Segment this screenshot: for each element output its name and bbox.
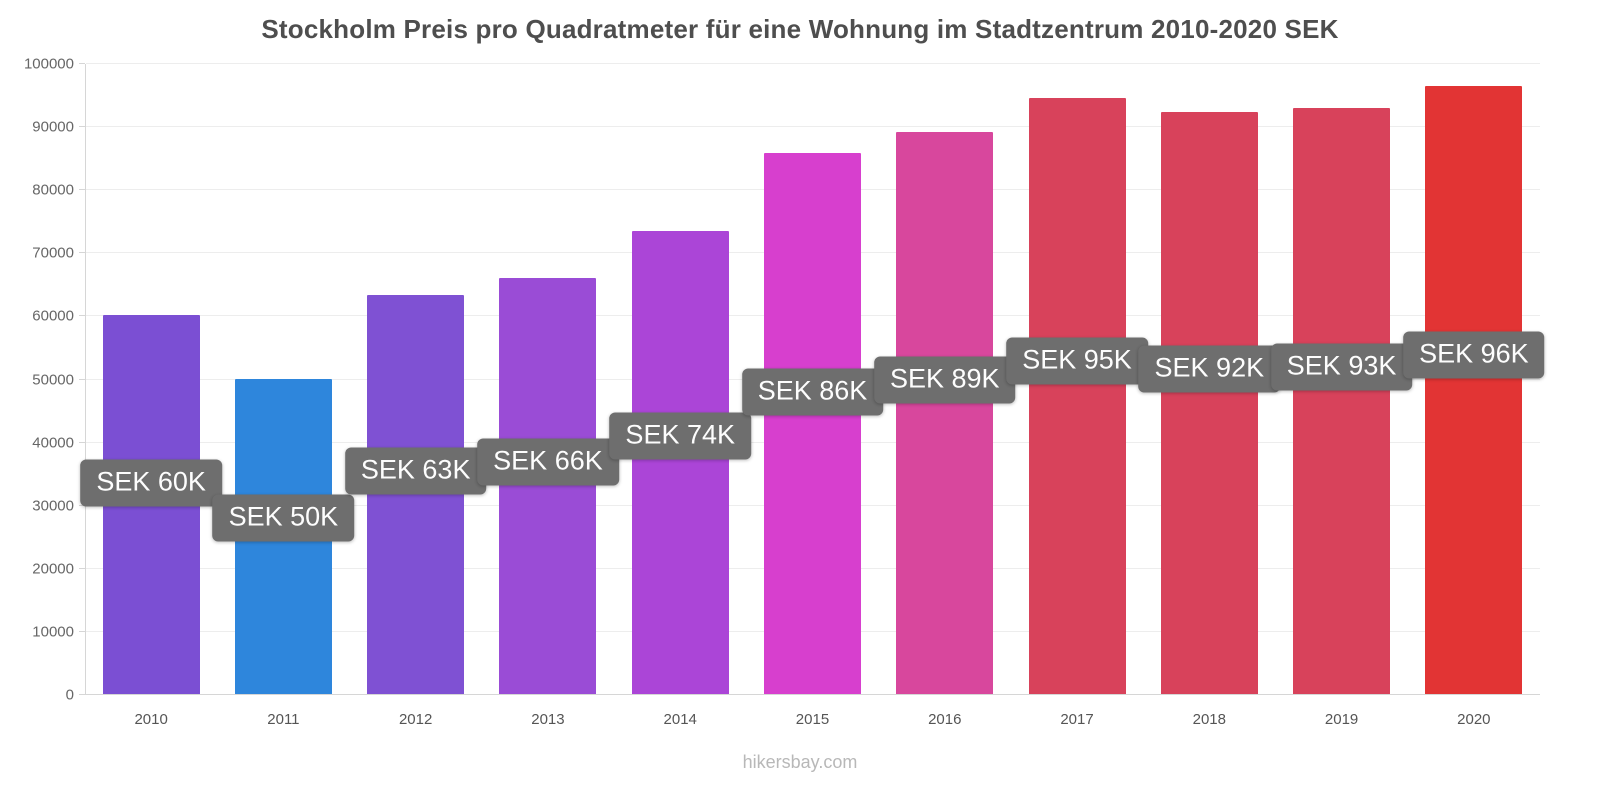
bar-value-label-2018: SEK 92K [1138, 345, 1281, 393]
x-axis-label-2020: 2020 [1457, 711, 1491, 728]
y-tickmark-100000 [79, 63, 85, 64]
bar-value-label-2020: SEK 96K [1403, 331, 1545, 379]
bar-value-label-2017: SEK 95K [1006, 337, 1148, 385]
y-axis-label-40000: 40000 [32, 434, 74, 452]
y-axis-label-20000: 20000 [32, 560, 74, 578]
x-axis-label-2013: 2013 [531, 711, 565, 728]
bar-value-label-2010: SEK 60K [80, 459, 222, 507]
gridline-100000 [86, 63, 1540, 64]
bar-value-label-2015: SEK 86K [741, 368, 884, 416]
bar-value-label-2016: SEK 89K [873, 356, 1016, 404]
bar-value-label-2011: SEK 50K [212, 494, 355, 542]
bar-value-label-2012: SEK 63K [344, 447, 487, 495]
x-axis-label-2011: 2011 [267, 711, 300, 728]
bar-2019 [1293, 108, 1391, 694]
watermark-hikersbay: hikersbay.com [742, 752, 858, 772]
x-axis-label-2014: 2014 [663, 711, 697, 728]
y-tickmark-80000 [79, 189, 85, 191]
y-tickmark-40000 [79, 441, 85, 443]
x-axis-label-2012: 2012 [398, 711, 433, 728]
x-axis-label-2015: 2015 [795, 711, 830, 728]
bar-2014 [631, 230, 729, 694]
y-axis-label-50000: 50000 [32, 371, 74, 388]
bar-2018 [1160, 111, 1258, 694]
chart-title: Stockholm Preis pro Quadratmeter für ein… [261, 14, 1339, 44]
bar-2016 [896, 131, 994, 694]
y-tickmark-70000 [79, 252, 85, 254]
gridline-90000 [86, 126, 1540, 128]
bar-value-label-2019: SEK 93K [1270, 343, 1413, 391]
x-axis-line [85, 694, 1540, 695]
x-axis-label-2018: 2018 [1192, 711, 1226, 728]
y-axis-label-90000: 90000 [32, 118, 74, 136]
y-tickmark-10000 [79, 630, 85, 632]
y-tickmark-0 [79, 694, 85, 695]
y-axis-label-0: 0 [65, 686, 74, 704]
bar-2015 [764, 153, 861, 694]
bar-2013 [499, 277, 597, 694]
y-axis-label-70000: 70000 [32, 244, 74, 262]
x-axis-label-2010: 2010 [134, 711, 168, 728]
bar-2020 [1425, 86, 1523, 694]
y-axis-label-10000: 10000 [32, 623, 74, 641]
x-axis-label-2016: 2016 [928, 711, 962, 728]
y-axis-label-60000: 60000 [32, 307, 74, 325]
x-axis-label-2017: 2017 [1060, 711, 1094, 728]
y-axis-line [85, 64, 86, 695]
bar-chart-plot-area: SEK 60K SEK 50K SEK 63K SEK 66K SEK 74K SEK 8… [79, 63, 1545, 695]
y-tickmark-20000 [79, 567, 85, 569]
bar-value-label-2013: SEK 66K [477, 438, 619, 486]
bar-value-label-2014: SEK 74K [609, 412, 752, 460]
y-tickmark-60000 [79, 315, 85, 317]
y-axis-label-80000: 80000 [32, 181, 74, 199]
y-tickmark-90000 [79, 126, 85, 128]
bar-2017 [1028, 97, 1126, 694]
x-axis-label-2019: 2019 [1324, 711, 1359, 728]
y-tickmark-50000 [79, 378, 85, 380]
y-axis-label-100000: 100000 [23, 55, 74, 73]
y-axis-label-30000: 30000 [32, 497, 74, 515]
